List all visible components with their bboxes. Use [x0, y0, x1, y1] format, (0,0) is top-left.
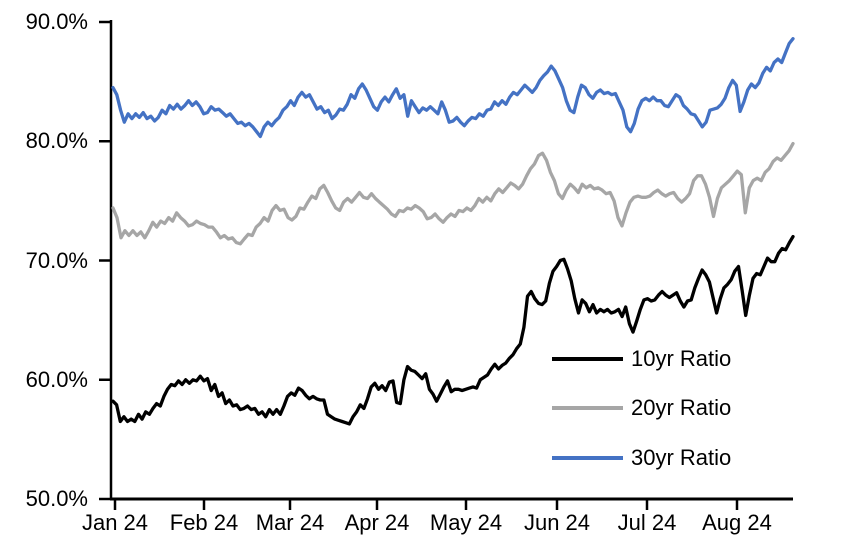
x-axis-tick-label: Feb 24: [169, 510, 239, 535]
legend-item-20yr-ratio: 20yr Ratio: [552, 394, 731, 422]
y-axis-tick-label: 50.0%: [25, 486, 88, 511]
x-axis-tick-label: Jun 24: [523, 510, 591, 535]
series-line-30yr-ratio: [111, 37, 795, 139]
x-axis-tick-label: Jan 24: [81, 510, 149, 535]
legend-item-30yr-ratio: 30yr Ratio: [552, 444, 731, 472]
legend-label-10yr: 10yr Ratio: [631, 346, 732, 371]
x-axis-tick-label: Jul 24: [617, 510, 677, 535]
x-axis-tick-label: May 24: [429, 510, 503, 535]
y-axis-tick-label: 60.0%: [25, 367, 88, 392]
legend-line-20yr-icon: [552, 406, 623, 410]
y-axis-tick-label: 90.0%: [25, 9, 88, 34]
legend-label-20yr: 20yr Ratio: [631, 395, 732, 420]
y-axis-tick-label: 80.0%: [25, 128, 88, 153]
x-axis-tick-label: Aug 24: [702, 510, 772, 535]
legend-line-10yr-icon: [552, 357, 623, 361]
series-line-10yr-ratio: [111, 234, 795, 426]
y-axis-tick-label: 70.0%: [25, 248, 88, 273]
legend-label-30yr: 30yr Ratio: [631, 445, 732, 470]
legend-item-10yr-ratio: 10yr Ratio: [552, 345, 731, 373]
series-line-20yr-ratio: [111, 141, 795, 246]
legend-line-30yr-icon: [552, 456, 623, 460]
x-axis-tick-label: Mar 24: [255, 510, 325, 535]
x-axis-tick-label: Apr 24: [344, 510, 410, 535]
